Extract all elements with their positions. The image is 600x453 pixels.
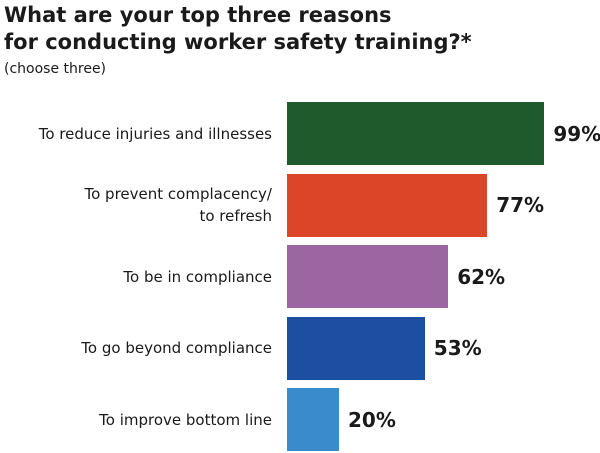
value-label: 62% [457, 264, 506, 289]
value-label: 77% [496, 193, 545, 217]
category-label: To go beyond compliance [81, 339, 272, 357]
category-label: To be in compliance [123, 267, 272, 286]
value-label: 99% [553, 121, 600, 146]
category-label: To prevent complacency/ to refresh [84, 185, 273, 225]
bar [287, 316, 425, 380]
value-label: 53% [433, 336, 482, 360]
bar [287, 173, 488, 237]
value-label: 20% [348, 407, 396, 432]
chart-title: What are your top three reasons for cond… [4, 3, 472, 54]
category-label: To improve bottom line [99, 410, 272, 429]
chart-subtitle: (choose three) [4, 61, 107, 77]
bar [287, 102, 545, 165]
bar [287, 388, 339, 451]
category-label: To reduce injuries and illnesses [38, 124, 272, 143]
bar [287, 245, 449, 308]
